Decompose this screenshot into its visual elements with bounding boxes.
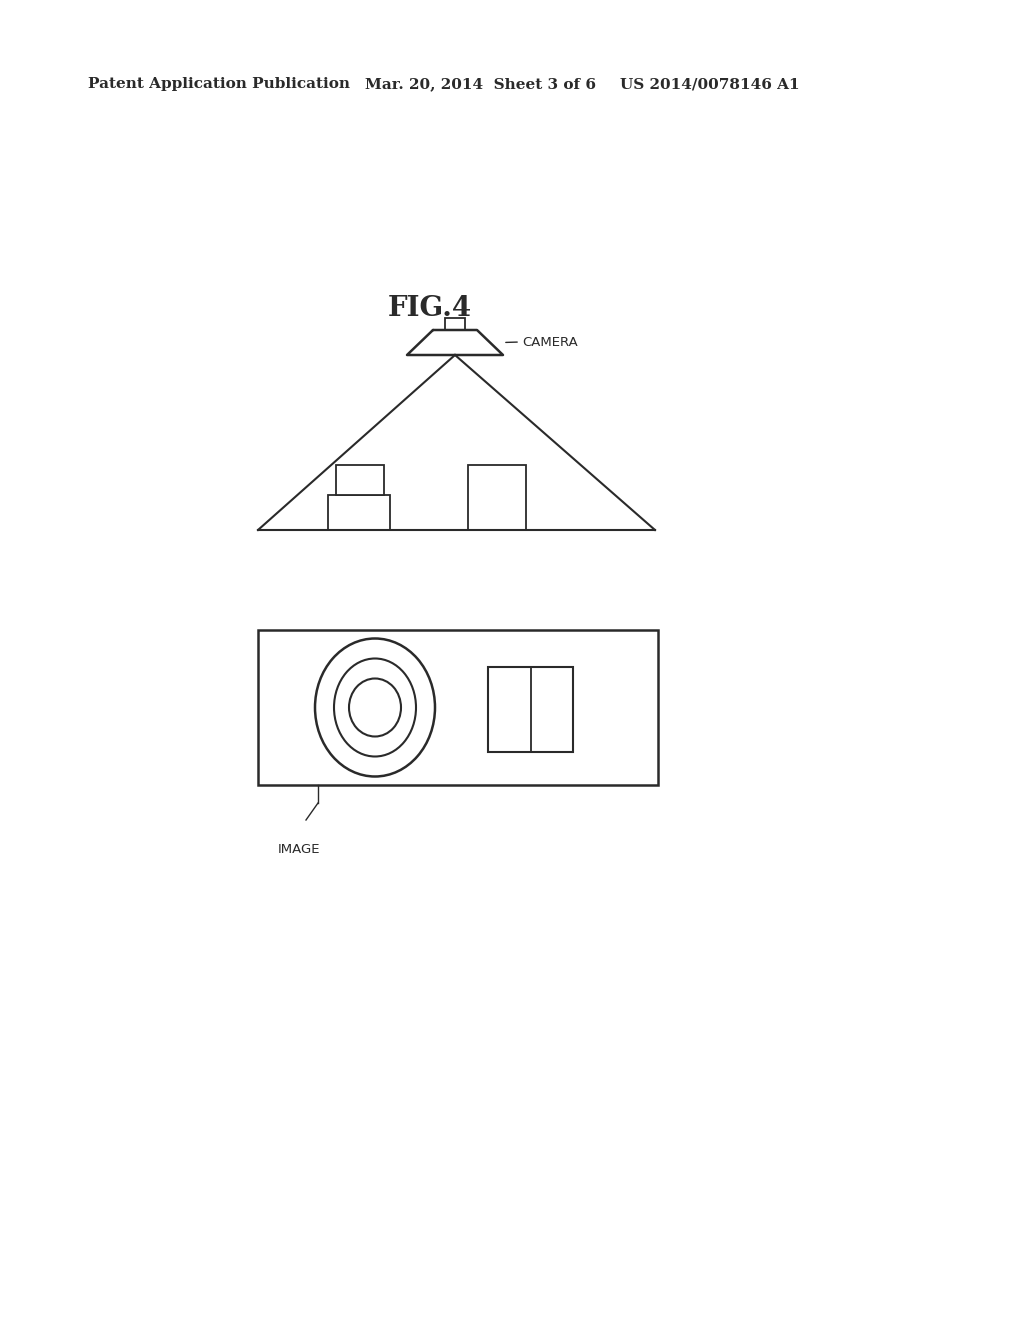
Bar [336,465,384,495]
Bar [445,318,465,330]
Ellipse shape [349,678,401,737]
Ellipse shape [315,639,435,776]
Text: Patent Application Publication: Patent Application Publication [88,77,350,91]
Text: FIG.4: FIG.4 [388,294,472,322]
Bar [488,667,573,752]
Bar [468,465,526,531]
Bar [328,495,390,531]
Text: Mar. 20, 2014  Sheet 3 of 6: Mar. 20, 2014 Sheet 3 of 6 [365,77,596,91]
Text: CAMERA: CAMERA [522,335,578,348]
Text: IMAGE: IMAGE [278,843,321,855]
Ellipse shape [334,659,416,756]
Text: US 2014/0078146 A1: US 2014/0078146 A1 [620,77,800,91]
Bar [258,630,658,785]
